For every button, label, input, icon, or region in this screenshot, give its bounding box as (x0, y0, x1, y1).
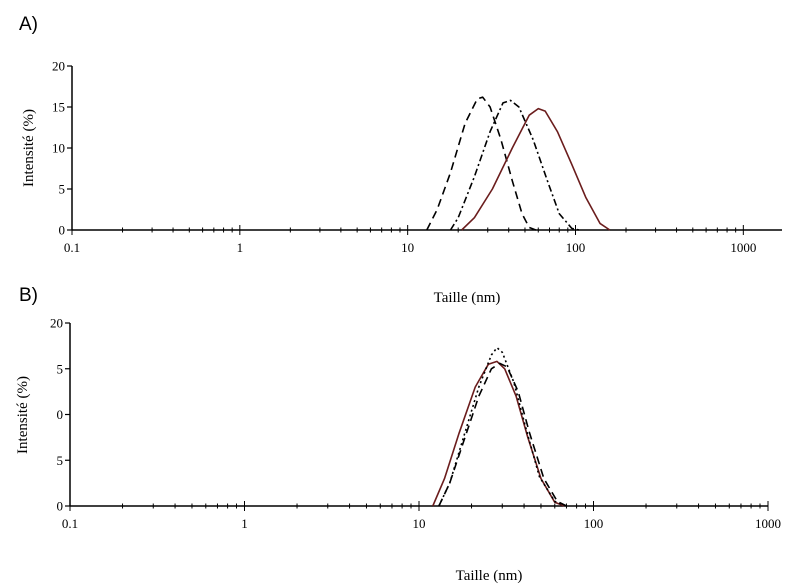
panel-b-x-tick-label: 10 (413, 516, 426, 531)
panel-b-series-dotted-line (438, 346, 567, 507)
panel-b-y-tick-label: 0 (57, 407, 64, 422)
panel-b-y-tick-label: 5 (57, 361, 64, 376)
panel-b-x-tick-label: 1 (241, 516, 248, 531)
panel-a-x-axis-title: Taille (nm) (434, 290, 501, 306)
panel-b-series-solid-line (432, 360, 565, 507)
panel-a-x-tick-label: 100 (566, 240, 586, 255)
panel-a-y-tick-label: 20 (52, 59, 65, 74)
panel-b-x-tick-label: 1000 (755, 516, 781, 531)
panel-a-label: A) (19, 14, 38, 35)
panel-b-x-tick-label: 0.1 (62, 516, 78, 531)
panel-a-x-tick-label: 10 (401, 240, 414, 255)
panel-a-series-dashed-line (426, 96, 537, 231)
panel-a-y-tick-label: 15 (52, 100, 65, 115)
panel-a-x-tick-label: 1000 (730, 240, 756, 255)
panel-a-x-tick-label: 1 (237, 240, 244, 255)
panel-a-y-tick-label: 0 (59, 223, 66, 238)
panel-b-x-axis-title: Taille (nm) (456, 568, 523, 584)
panel-b-y-axis-title: Intensité (%) (15, 376, 31, 454)
panel-a-series-dash-dot-line (449, 99, 580, 231)
panel-b-y-tick-label: 20 (50, 316, 63, 331)
panel-b-y-tick-label: 5 (57, 453, 64, 468)
panel-a-y-axis-title: Intensité (%) (21, 109, 37, 187)
panel-b-y-tick-label: 0 (57, 499, 64, 514)
panel-b-x-tick-label: 100 (584, 516, 604, 531)
panel-a-y-tick-label: 10 (52, 141, 65, 156)
panel-a-y-tick-label: 5 (59, 182, 66, 197)
panel-a-series-solid-line (461, 107, 611, 231)
panel-b-label: B) (19, 285, 38, 306)
panel-a-x-tick-label: 0.1 (64, 240, 80, 255)
panel-b-series-dashed-line (438, 362, 567, 507)
